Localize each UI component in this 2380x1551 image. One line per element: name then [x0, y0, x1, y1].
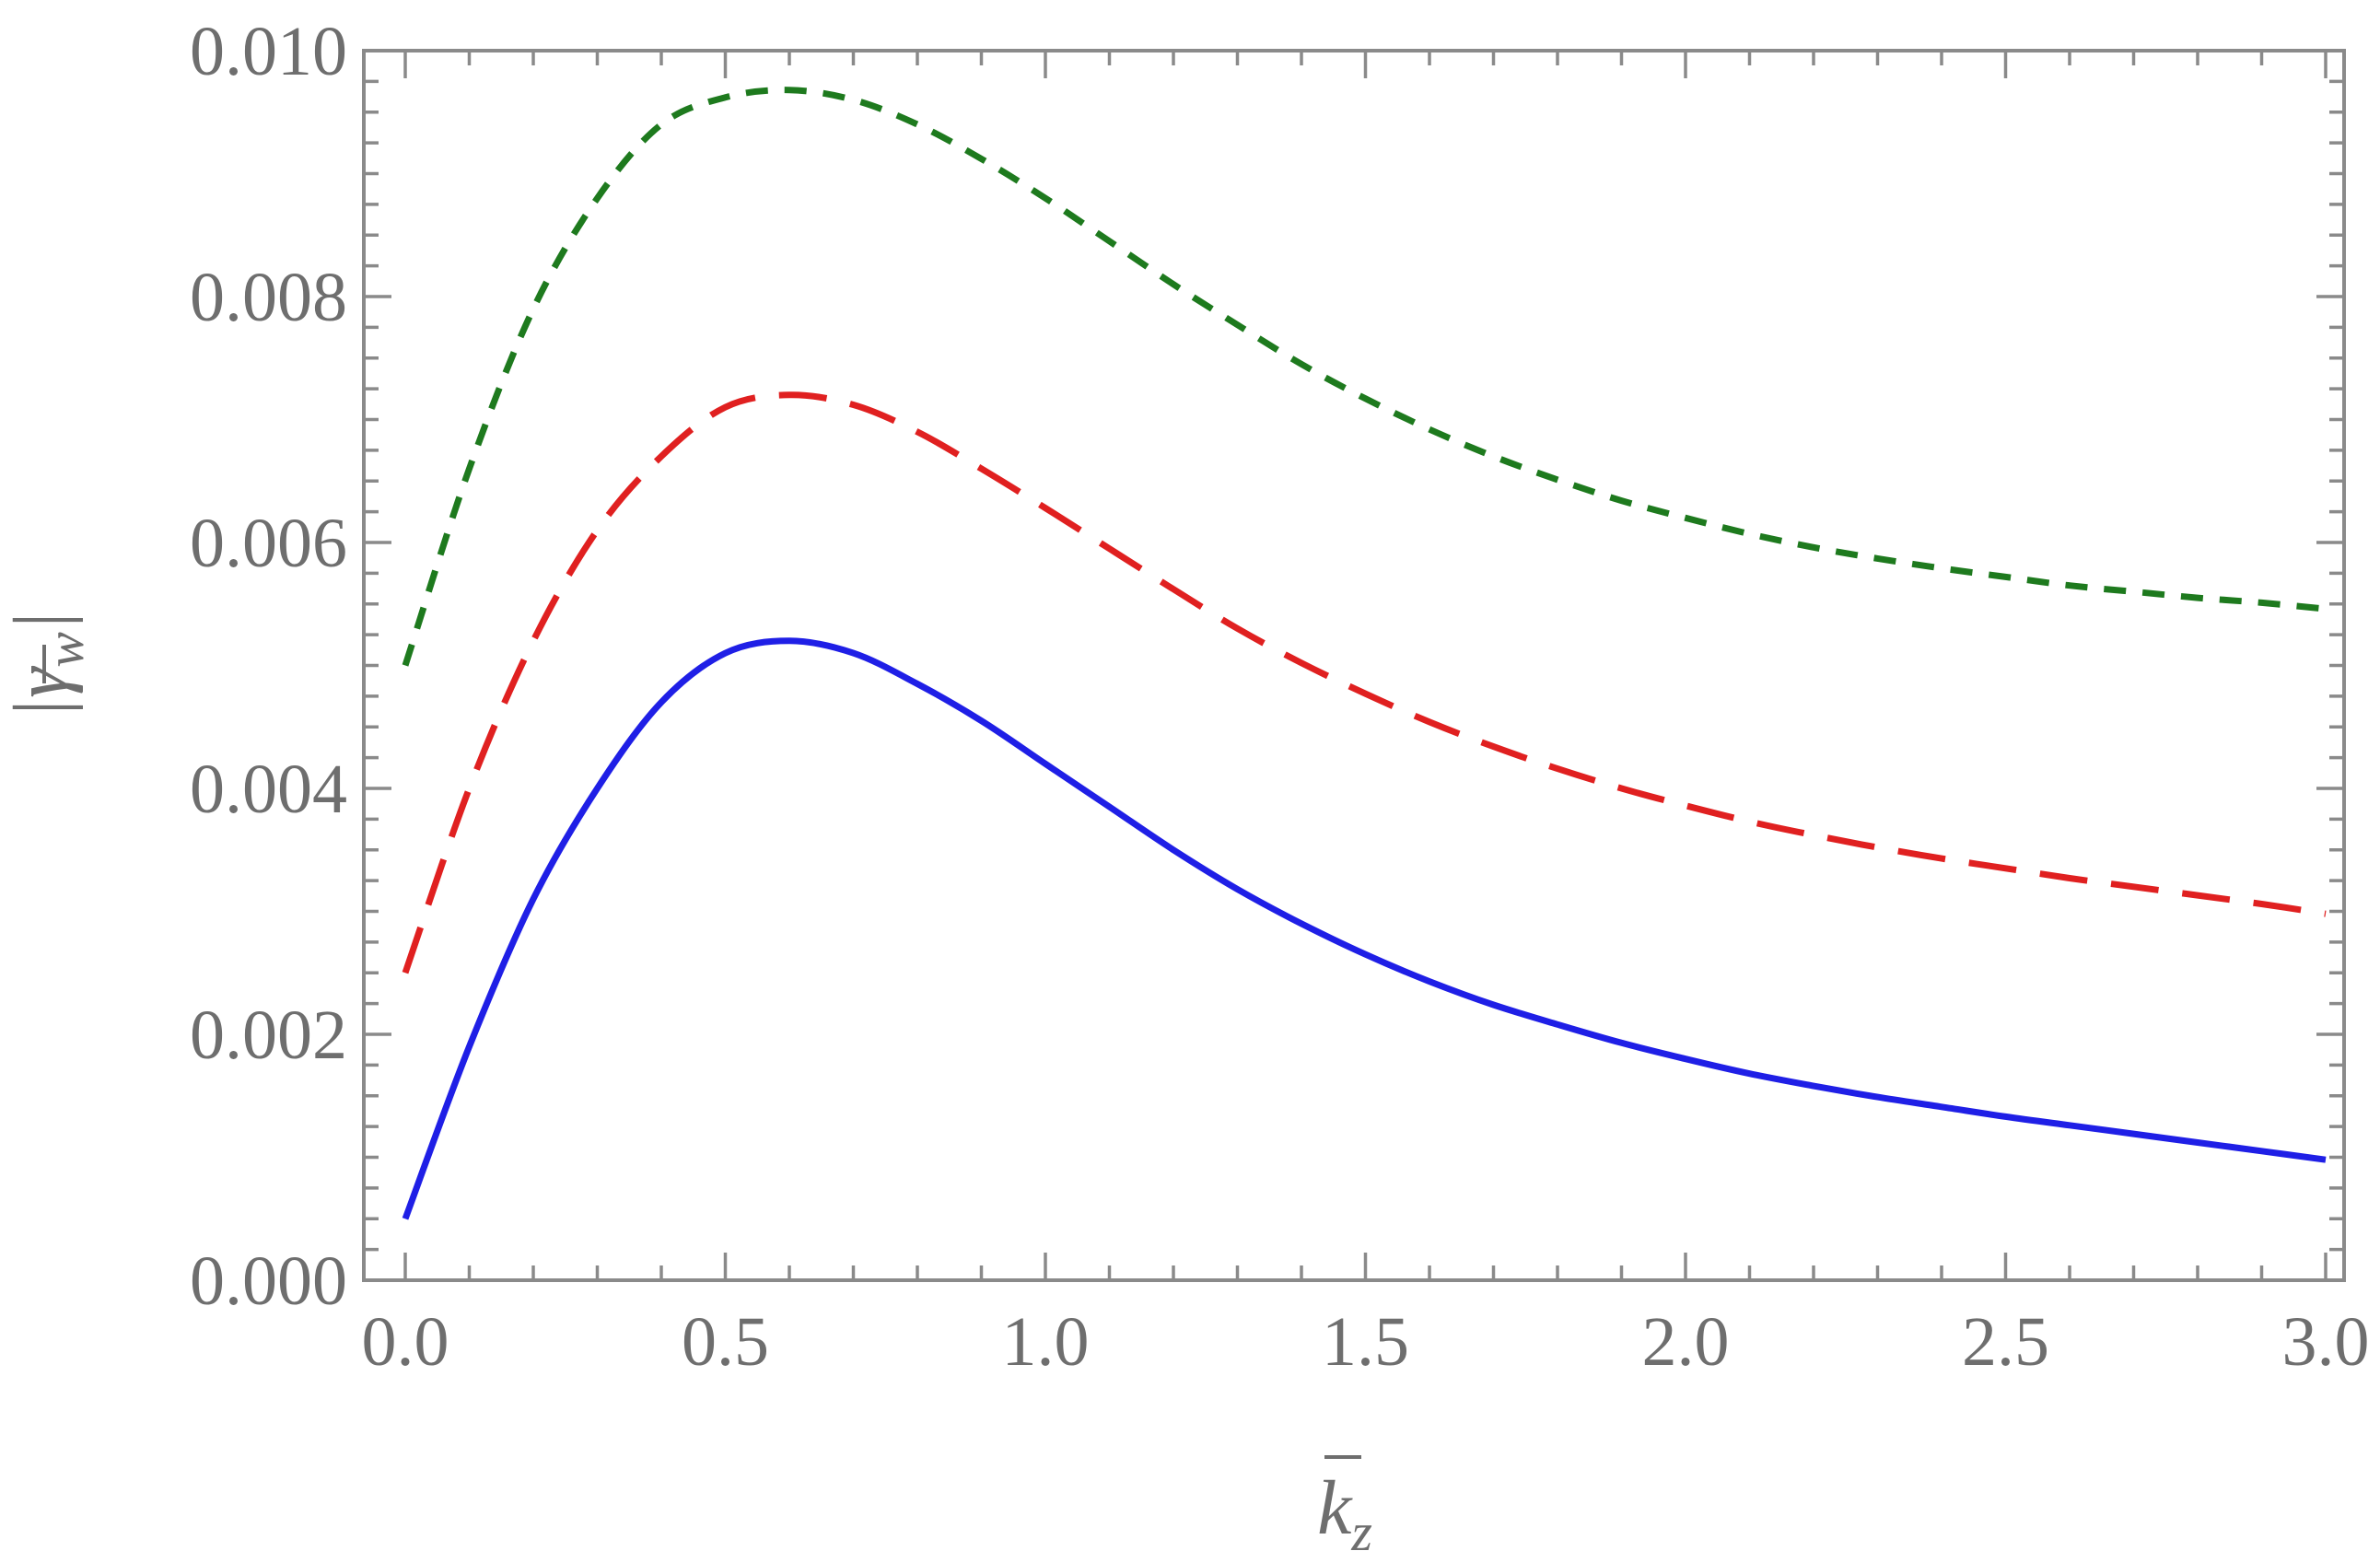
y-tick-label: 0.004 [190, 751, 347, 828]
y-tick-label: 0.006 [190, 505, 347, 582]
x-axis-label-main: k [1317, 1465, 1353, 1551]
x-tick-label: 0.0 [362, 1303, 449, 1381]
x-axis-label: kz [1317, 1465, 1372, 1551]
y-tick-label: 0.000 [190, 1242, 347, 1320]
x-tick-label: 2.5 [1962, 1303, 2049, 1381]
series-line-3 [402, 87, 2327, 667]
series-line-2 [402, 391, 2327, 974]
y-tick-label: 0.010 [190, 13, 347, 90]
series-layer [402, 87, 2327, 1220]
y-axis-label: |γw| [0, 611, 95, 719]
x-tick-label: 1.0 [1002, 1303, 1090, 1381]
ticks-layer: 0.0 0.5 1.0 1.5 2.0 2.5 3.0 0.000 0.002 0.004 0.00… [42, 13, 2370, 1381]
plot-frame [362, 49, 2346, 1282]
series-line-1 [402, 637, 2327, 1220]
x-tick-label: 3.0 [2282, 1303, 2370, 1381]
x-tick-label: 1.5 [1322, 1303, 1409, 1381]
y-tick-label: 0.008 [190, 259, 347, 336]
y-tick-label: 0.002 [190, 997, 347, 1074]
x-tick-label: 0.5 [682, 1303, 769, 1381]
x-axis-label-sub: z [1350, 1502, 1372, 1551]
x-tick-label: 2.0 [1642, 1303, 1730, 1381]
